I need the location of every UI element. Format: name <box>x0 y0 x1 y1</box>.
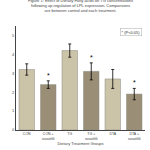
svg-text:DTA: DTA <box>109 132 116 136</box>
svg-text:5: 5 <box>12 33 15 38</box>
svg-text:TG +rasaittlili: TG +rasaittlili <box>85 132 98 141</box>
svg-text:0: 0 <box>12 127 15 132</box>
svg-text:*: * <box>90 54 93 61</box>
svg-text:CON: CON <box>23 132 31 136</box>
svg-text:Figure 1: Effect of Dietary Fa: Figure 1: Effect of Dietary Fatty acids … <box>28 0 133 13</box>
svg-text:2: 2 <box>12 90 15 95</box>
svg-text:TG: TG <box>67 132 72 136</box>
svg-text:1: 1 <box>12 108 15 113</box>
svg-text:*: * <box>133 79 136 86</box>
svg-text:DTA +rasaittlili: DTA +rasaittlili <box>128 132 141 141</box>
svg-text:Dietary Treatment Groups: Dietary Treatment Groups <box>57 141 103 146</box>
svg-text:* (P<0.05): * (P<0.05) <box>122 30 141 35</box>
svg-text:*: * <box>47 72 50 79</box>
svg-text:4: 4 <box>12 52 15 57</box>
svg-text:CON +rasaittlili: CON +rasaittlili <box>42 132 55 141</box>
svg-text:3: 3 <box>12 71 15 76</box>
